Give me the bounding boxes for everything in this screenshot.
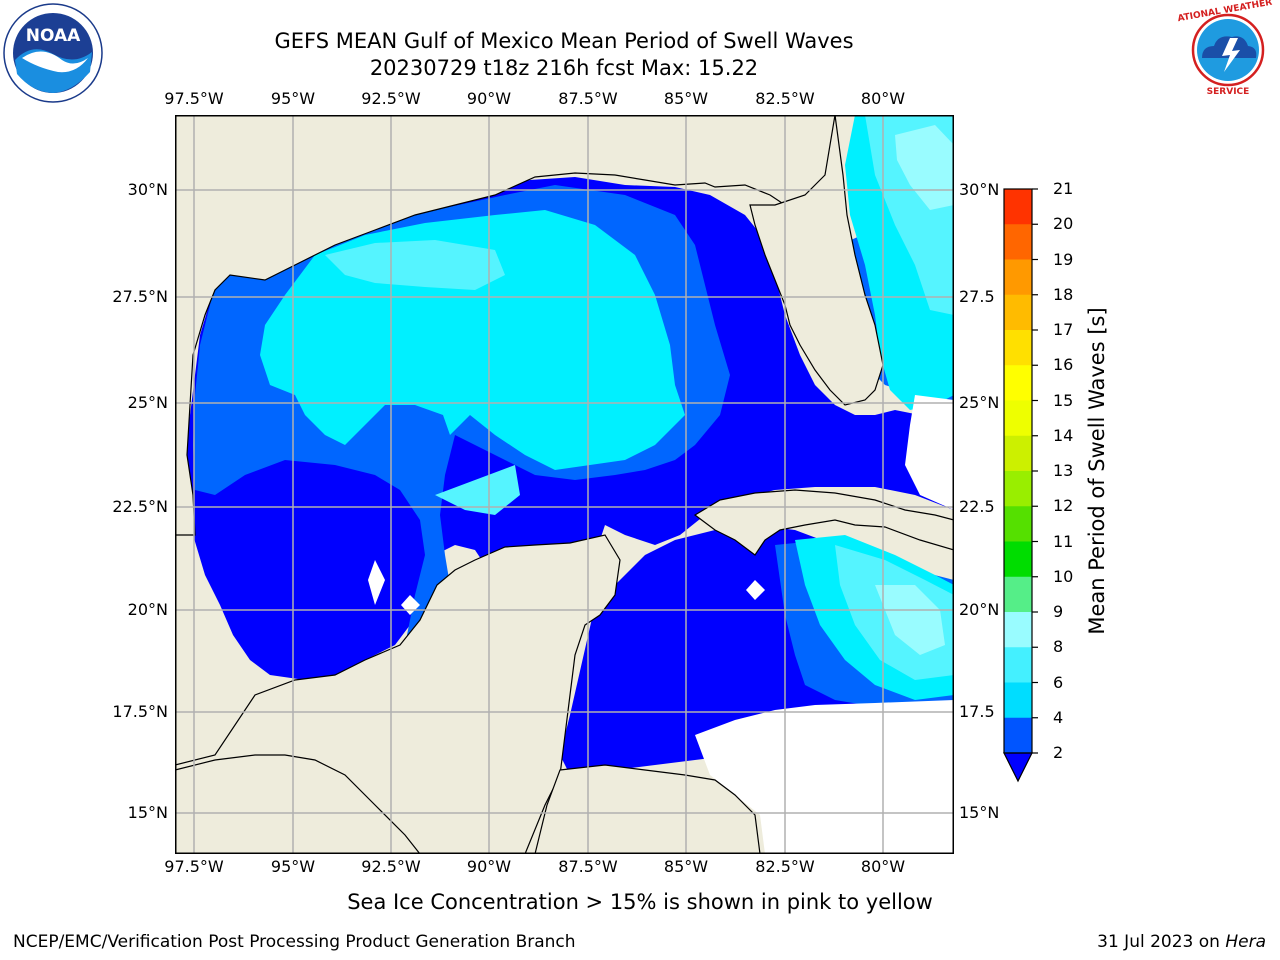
- lon-tick-top: 85°W: [663, 89, 709, 108]
- lat-tick-right: 27.5: [959, 287, 995, 306]
- no-data-area-2: [905, 395, 954, 510]
- colorbar: [1003, 188, 1038, 783]
- period-8-9-florida: [895, 125, 954, 210]
- colorbar-tick-label: 11: [1053, 531, 1074, 551]
- nws-logo: NATIONAL WEATHER SERVICE: [1178, 0, 1276, 98]
- lon-tick-bottom: 95°W: [270, 857, 316, 876]
- lat-tick-right: 30°N: [959, 180, 1000, 199]
- colorbar-segment: [1004, 365, 1032, 401]
- florida-land: [749, 115, 884, 406]
- colorbar-tick-label: 13: [1053, 461, 1074, 480]
- lat-tick-left: 22.5°N: [112, 497, 168, 516]
- gulf-map: [175, 115, 954, 854]
- map-subtitle: 20230729 t18z 216h fcst Max: 15.22: [369, 56, 759, 80]
- lat-tick-left: 20°N: [127, 600, 168, 619]
- footer-host: Hera: [1225, 932, 1266, 952]
- footer-credit: NCEP/EMC/Verification Post Processing Pr…: [13, 932, 576, 952]
- lon-tick-bottom: 82.5°W: [755, 857, 815, 876]
- colorbar-segment: [1004, 224, 1032, 260]
- lat-tick-left: 15°N: [127, 803, 168, 822]
- lat-tick-left: 25°N: [127, 393, 168, 412]
- lon-tick-bottom: 80°W: [860, 857, 906, 876]
- period-6-8-patch: [325, 240, 505, 290]
- colorbar-segment: [1004, 189, 1032, 225]
- colorbar-tick-label: 19: [1053, 249, 1074, 269]
- colorbar-segment: [1004, 400, 1032, 437]
- lat-tick-right: 17.5: [959, 702, 995, 721]
- colorbar-extend-arrow: [1003, 752, 1033, 783]
- svg-text:SERVICE: SERVICE: [1207, 87, 1250, 97]
- colorbar-tick-label: 4: [1053, 707, 1064, 727]
- sea-ice-caption: Sea Ice Concentration > 15% is shown in …: [347, 890, 933, 914]
- colorbar-tick-label: 14: [1053, 425, 1074, 445]
- no-data-diamond-3: [746, 580, 765, 600]
- lon-tick-top: 90°W: [466, 89, 512, 108]
- lon-tick-bottom: 87.5°W: [558, 857, 618, 876]
- period-6-8-patch-2: [435, 465, 520, 515]
- lat-tick-right: 15°N: [959, 803, 1000, 822]
- colorbar-tick-label: 16: [1053, 355, 1074, 375]
- colorbar-tick-label: 15: [1053, 390, 1074, 410]
- colorbar-tick-label: 9: [1053, 602, 1064, 621]
- footer-date-text: 31 Jul 2023 on: [1097, 932, 1226, 952]
- yucatan-land: [175, 534, 621, 854]
- colorbar-segment: [1004, 471, 1032, 507]
- graticule: [175, 115, 954, 854]
- lon-tick-bottom: 97.5°W: [164, 857, 224, 876]
- colorbar-tick-label: 6: [1053, 672, 1064, 692]
- map-title: GEFS MEAN Gulf of Mexico Mean Period of …: [274, 29, 854, 53]
- lat-tick-left: 30°N: [127, 180, 168, 199]
- colorbar-segment: [1004, 612, 1032, 648]
- colorbar-label-text: Mean Period of Swell Waves [s]: [1085, 307, 1109, 635]
- lat-tick-right: 25°N: [959, 393, 1000, 412]
- lon-tick-bottom: 85°W: [663, 857, 709, 876]
- colorbar-segment: [1004, 259, 1032, 296]
- colorbar-segment: [1004, 682, 1032, 719]
- footer-date: 31 Jul 2023 on Hera: [1097, 932, 1266, 952]
- colorbar-tick-label: 20: [1053, 214, 1074, 234]
- colorbar-tick-label: 10: [1053, 566, 1074, 586]
- colorbar-segment: [1004, 435, 1032, 472]
- lon-tick-top: 80°W: [860, 89, 906, 108]
- lon-tick-top: 82.5°W: [755, 89, 815, 108]
- lat-tick-left: 27.5°N: [112, 287, 168, 306]
- period-8-9-carib: [875, 585, 945, 655]
- colorbar-segment: [1004, 576, 1032, 613]
- lon-tick-top: 92.5°W: [361, 89, 421, 108]
- noaa-logo-text: NOAA: [26, 26, 81, 46]
- lat-tick-right: 22.5: [959, 497, 995, 516]
- central-america-pacific-coast: [175, 754, 421, 854]
- colorbar-segment: [1004, 506, 1032, 542]
- no-data-diamond-1: [368, 560, 385, 605]
- lat-tick-right: 20°N: [959, 600, 1000, 619]
- colorbar-tick-label: 18: [1053, 284, 1074, 304]
- colorbar-segment: [1004, 330, 1032, 366]
- colorbar-label: Mean Period of Swell Waves [s]: [1085, 307, 1109, 634]
- colorbar-tick-label: 21: [1053, 179, 1074, 198]
- colorbar-tick-label: 12: [1053, 496, 1074, 516]
- honduras-coast: [534, 764, 761, 854]
- colorbar-segment: [1004, 647, 1032, 683]
- colorbar-segment: [1004, 541, 1032, 578]
- no-data-area-1: [695, 700, 954, 854]
- colorbar-tick-label: 17: [1053, 320, 1074, 339]
- lat-tick-left: 17.5°N: [112, 702, 168, 721]
- noaa-logo: NOAA: [3, 3, 103, 103]
- lon-tick-top: 95°W: [270, 89, 316, 108]
- lon-tick-top: 97.5°W: [164, 89, 224, 108]
- lon-tick-bottom: 90°W: [466, 857, 512, 876]
- map-frame: [175, 115, 954, 854]
- colorbar-tick-label: 8: [1053, 637, 1064, 657]
- lon-tick-top: 87.5°W: [558, 89, 618, 108]
- colorbar-segment: [1004, 294, 1032, 331]
- colorbar-segment: [1004, 717, 1032, 754]
- lon-tick-bottom: 92.5°W: [361, 857, 421, 876]
- colorbar-tick-label: 2: [1053, 743, 1064, 762]
